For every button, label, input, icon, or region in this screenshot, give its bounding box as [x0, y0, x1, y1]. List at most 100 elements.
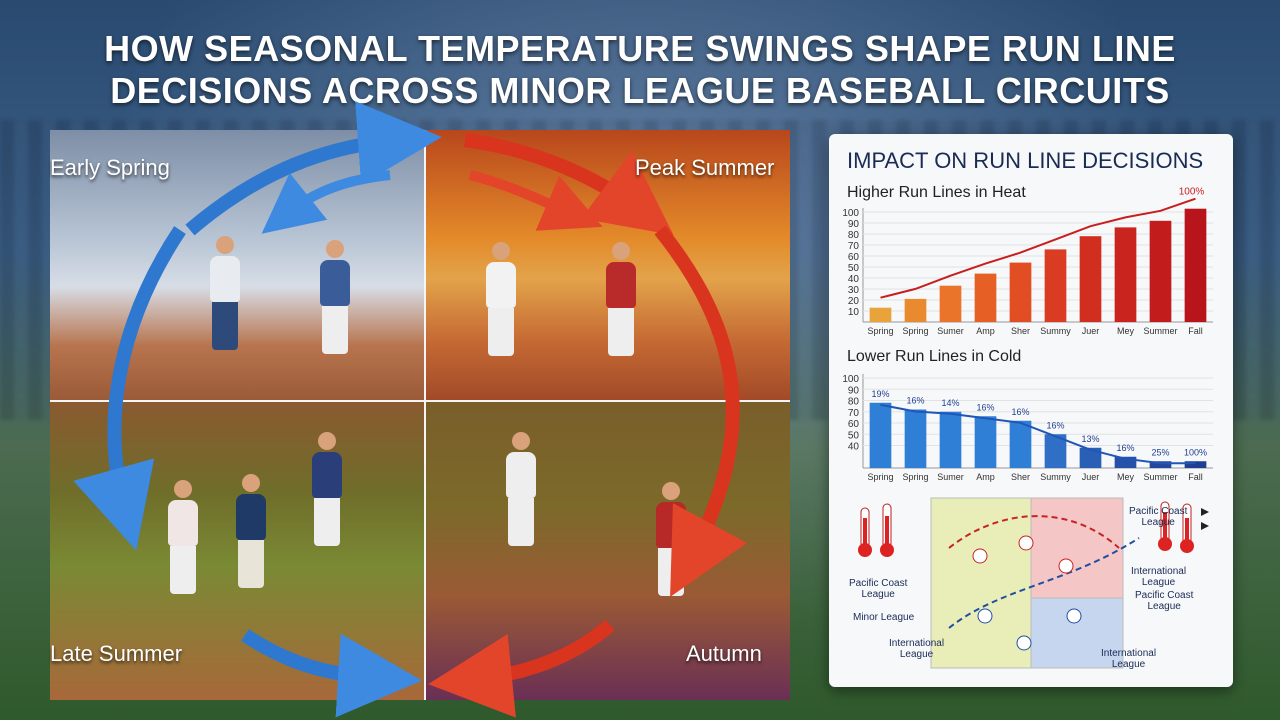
- x-tick-label: Fall: [1188, 326, 1203, 336]
- bar: [1114, 456, 1137, 468]
- map-label-international-right: International League: [1131, 566, 1187, 588]
- x-tick-label: Summer: [1143, 472, 1177, 482]
- x-tick-label: Amp: [976, 326, 995, 336]
- bar: [1184, 461, 1207, 468]
- x-tick-label: Fall: [1188, 472, 1203, 482]
- x-tick-label: Spring: [902, 472, 928, 482]
- y-tick-label: 100: [842, 374, 859, 385]
- y-tick-label: 80: [848, 397, 860, 408]
- y-tick-label: 30: [848, 285, 860, 296]
- data-label: 100%: [1184, 447, 1207, 457]
- bar: [1079, 236, 1102, 322]
- panel-title: IMPACT ON RUN LINE DECISIONS: [847, 148, 1204, 173]
- y-tick-label: 100: [842, 208, 859, 219]
- y-tick-label: 40: [848, 442, 860, 453]
- label-late-summer: Late Summer: [50, 641, 183, 666]
- x-tick-label: Summer: [1143, 326, 1177, 336]
- player-figure: [506, 432, 536, 546]
- trend-line: [880, 403, 1196, 465]
- headline-line-2: DECISIONS ACROSS MINOR LEAGUE BASEBALL C…: [110, 70, 1170, 111]
- x-tick-label: Spring: [902, 326, 928, 336]
- data-label: 25%: [1151, 447, 1169, 457]
- data-label: 19%: [871, 389, 889, 399]
- y-tick-label: 10: [848, 307, 860, 318]
- map-label-minor-league: Minor League: [853, 612, 915, 623]
- heat-chart-title: Higher Run Lines in Heat: [847, 184, 1026, 201]
- foul-line-vertical: [424, 130, 426, 700]
- x-tick-label: Juer: [1082, 472, 1100, 482]
- x-tick-label: Mey: [1117, 326, 1135, 336]
- y-tick-label: 90: [848, 219, 860, 230]
- data-label: 16%: [906, 396, 924, 406]
- player-figure: [606, 242, 636, 356]
- trend-line: [880, 197, 1196, 299]
- data-label: 13%: [1081, 434, 1099, 444]
- map-label-international-left: International League: [889, 638, 945, 660]
- bar: [1044, 249, 1067, 322]
- bar: [869, 402, 892, 468]
- data-label: 16%: [1046, 420, 1064, 430]
- bar: [1114, 227, 1137, 322]
- bar: [1149, 461, 1172, 468]
- x-tick-label: Summy: [1040, 472, 1071, 482]
- y-tick-label: 70: [848, 241, 860, 252]
- bar: [939, 411, 962, 468]
- bar: [1149, 220, 1172, 322]
- thermometer-icon: [1158, 501, 1209, 553]
- bar: [1044, 434, 1067, 468]
- x-tick-label: Sher: [1011, 472, 1030, 482]
- map-label-international-bottom: International League: [1101, 648, 1157, 670]
- y-tick-label: 40: [848, 274, 860, 285]
- x-tick-label: Sumer: [937, 472, 964, 482]
- x-tick-label: Mey: [1117, 472, 1135, 482]
- bar: [939, 285, 962, 322]
- map-label-pacific-coast-top: Pacific Coast League: [1129, 506, 1188, 528]
- label-peak-summer: Peak Summer: [635, 155, 775, 180]
- bar: [974, 273, 997, 322]
- x-tick-label: Spring: [867, 472, 893, 482]
- foul-line-horizontal: [50, 400, 790, 402]
- y-tick-label: 50: [848, 263, 860, 274]
- data-label: 16%: [976, 402, 994, 412]
- coach-figure: [210, 236, 240, 350]
- player-figure: [320, 240, 350, 354]
- player-figure: [312, 432, 342, 546]
- data-label: 100%: [1179, 187, 1205, 198]
- bar: [974, 416, 997, 468]
- data-label: 14%: [941, 398, 959, 408]
- label-autumn: Autumn: [686, 641, 762, 666]
- data-label: 16%: [1011, 407, 1029, 417]
- data-label: 16%: [1116, 443, 1134, 453]
- x-tick-label: Spring: [867, 326, 893, 336]
- y-tick-label: 50: [848, 430, 860, 441]
- coach-figure: [236, 474, 266, 588]
- bar: [904, 409, 927, 468]
- bar: [1009, 262, 1032, 322]
- x-tick-label: Juer: [1082, 326, 1100, 336]
- headline-line-1: HOW SEASONAL TEMPERATURE SWINGS SHAPE RU…: [104, 28, 1176, 69]
- bar: [904, 298, 927, 322]
- x-tick-label: Amp: [976, 472, 995, 482]
- league-map: Pacific Coast League Pacific Coast Leagu…: [839, 488, 1223, 678]
- bar: [1184, 208, 1207, 322]
- player-figure: [656, 482, 686, 596]
- y-tick-label: 20: [848, 296, 860, 307]
- map-label-pacific-coast-right: Pacific Coast League: [1135, 590, 1194, 612]
- x-tick-label: Summy: [1040, 326, 1071, 336]
- x-tick-label: Sumer: [937, 326, 964, 336]
- y-tick-label: 90: [848, 385, 860, 396]
- map-label-pacific-coast-left: Pacific Coast League: [849, 578, 908, 600]
- player-figure: [486, 242, 516, 356]
- y-tick-label: 80: [848, 230, 860, 241]
- league-map-graphic: [858, 497, 1209, 669]
- cold-chart-title: Lower Run Lines in Cold: [847, 348, 1022, 365]
- label-early-spring: Early Spring: [50, 155, 170, 180]
- bar: [869, 307, 892, 322]
- season-quadrant-scene: [50, 130, 790, 700]
- x-tick-label: Sher: [1011, 326, 1030, 336]
- headline: HOW SEASONAL TEMPERATURE SWINGS SHAPE RU…: [0, 28, 1280, 112]
- bar: [1009, 420, 1032, 468]
- player-figure: [168, 480, 198, 594]
